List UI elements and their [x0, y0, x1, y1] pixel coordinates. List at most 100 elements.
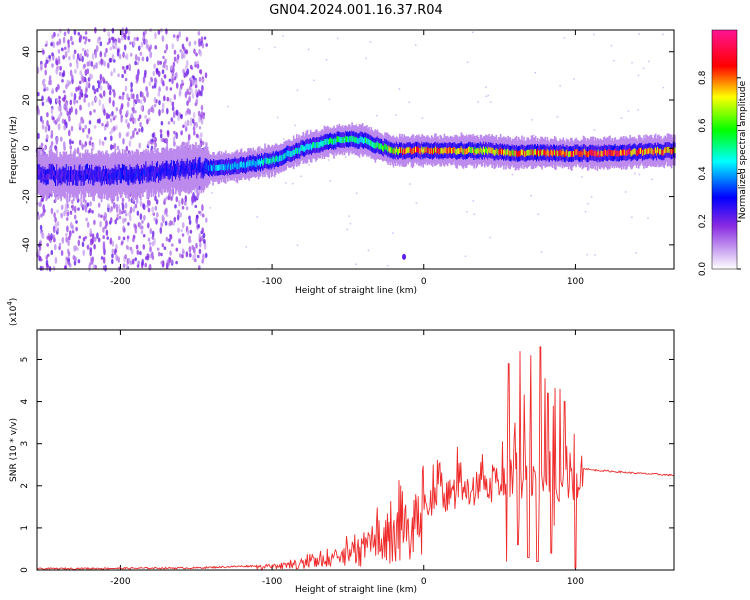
heatmap-ridge-core: [389, 147, 392, 154]
heatmap-ridge-core: [78, 170, 80, 177]
heatmap-noise-cell: [96, 87, 99, 93]
heatmap-ridge-core: [223, 165, 226, 171]
heatmap-noise-cell: [161, 214, 165, 222]
heatmap-faint-cell: [245, 246, 247, 248]
colorbar-ticks: 0.0 0.2 0.4 0.6 0.8: [698, 70, 741, 276]
heatmap-ridge-core: [246, 161, 248, 168]
heatmap-ridge-core: [244, 162, 246, 169]
heatmap-faint-cell: [464, 255, 467, 257]
heatmap-ridge-core: [384, 143, 386, 150]
heatmap-noise-cell: [130, 112, 133, 119]
heatmap-noise-cell: [136, 264, 140, 268]
heatmap-ridge-core: [202, 168, 205, 174]
heatmap-noise-cell: [102, 226, 105, 233]
heatmap-noise-cell: [88, 120, 92, 125]
heatmap-ridge-core: [497, 149, 500, 156]
heatmap-ridge-core: [63, 172, 66, 178]
heatmap-noise-cell: [174, 204, 177, 209]
heatmap-ridge-core: [493, 149, 496, 156]
heatmap-noise-cell: [141, 91, 144, 98]
heatmap-noise-cell: [52, 41, 56, 49]
heatmap-noise-cell: [149, 245, 152, 253]
heatmap-noise-cell: [172, 120, 176, 125]
heatmap-ridge-core: [183, 166, 186, 172]
heatmap-noise-cell: [40, 213, 43, 218]
heatmap-noise-cell: [77, 259, 81, 264]
heatmap-noise-cell: [46, 112, 49, 118]
heatmap-ridge-core: [474, 147, 476, 153]
heatmap-noise-cell: [176, 214, 180, 221]
heatmap-noise-cell: [71, 74, 74, 81]
heatmap-noise-cell: [158, 99, 161, 106]
heatmap-noise-cell: [148, 265, 151, 271]
heatmap-noise-cell: [202, 232, 206, 239]
heatmap-ridge-core: [647, 148, 650, 155]
heatmap-noise-cell: [115, 106, 119, 112]
heatmap-ridge-core: [280, 155, 282, 161]
heatmap-noise-cell: [55, 67, 58, 75]
heatmap-noise-cell: [138, 114, 142, 119]
heatmap-ridge-core: [378, 143, 381, 150]
heatmap-ridge-core: [488, 146, 490, 153]
heatmap-noise-cell: [180, 50, 184, 55]
heatmap-ridge-core: [243, 161, 245, 168]
heatmap-ridge-core: [288, 150, 291, 157]
heatmap-ridge-core: [530, 149, 533, 156]
heatmap-noise-cell: [75, 220, 78, 224]
heatmap-ridge-core: [467, 148, 469, 154]
heatmap-noise-cell: [125, 27, 128, 35]
heatmap-ridge-core: [66, 174, 69, 181]
heatmap-noise-cell: [84, 235, 88, 240]
heatmap-ridge-core: [654, 147, 657, 154]
heatmap-ridge-core: [584, 149, 587, 156]
heatmap-ridge-core: [452, 147, 454, 154]
heatmap-noise-cell: [184, 111, 188, 117]
heatmap-noise-cell: [142, 244, 146, 250]
heatmap-ridge-core: [649, 147, 652, 154]
heatmap-ridge-core: [513, 149, 516, 156]
heatmap-ridge-core: [111, 173, 113, 179]
heatmap-ridge-core: [366, 137, 368, 144]
heatmap-faint-cell: [471, 31, 474, 34]
heatmap-noise-cell: [65, 256, 68, 262]
heatmap-noise-cell: [112, 37, 115, 43]
heatmap-noise-cell: [196, 60, 200, 65]
heatmap-noise-cell: [165, 213, 169, 217]
heatmap-ridge-core: [127, 174, 129, 180]
heatmap-ridge-core: [205, 163, 208, 170]
heatmap-ridge-core: [601, 151, 604, 157]
heatmap-noise-cell: [201, 78, 205, 83]
heatmap-ridge-core: [124, 169, 126, 176]
heatmap-ridge-core: [557, 151, 559, 157]
heatmap-ridge-core: [74, 169, 76, 176]
heatmap-ridge-core: [630, 150, 633, 157]
heatmap-ridge-core: [51, 168, 54, 175]
heatmap-ridge-core: [57, 175, 59, 182]
heatmap-ridge-core: [639, 148, 641, 154]
heatmap-ridge-core: [169, 168, 172, 174]
heatmap-ridge-core: [425, 146, 428, 153]
heatmap-ridge-core: [308, 143, 311, 150]
heatmap-ridge-core: [171, 170, 174, 177]
heatmap-ridge-core: [428, 148, 431, 155]
heatmap-noise-cell: [111, 253, 114, 259]
heatmap-noise-cell: [105, 48, 108, 53]
heatmap-noise-cell: [102, 235, 105, 240]
heatmap-noise-cell: [50, 107, 54, 115]
spectrogram-heatmap: [35, 26, 676, 272]
heatmap-ridge-core: [505, 150, 507, 157]
heatmap-noise-cell: [199, 50, 202, 57]
heatmap-ridge-core: [438, 148, 440, 155]
heatmap-noise-cell: [76, 247, 79, 251]
heatmap-ridge-core: [461, 148, 464, 154]
heatmap-noise-cell: [126, 123, 130, 128]
heatmap-noise-cell: [90, 73, 94, 80]
heatmap-ridge-core: [149, 169, 152, 176]
heatmap-ridge-core: [479, 146, 482, 153]
heatmap-noise-cell: [101, 103, 105, 109]
heatmap-noise-cell: [68, 129, 71, 137]
heatmap-ridge-core: [241, 162, 244, 169]
heatmap-noise-cell: [201, 258, 204, 264]
heatmap-noise-cell: [108, 57, 112, 63]
heatmap-noise-cell: [48, 54, 51, 59]
